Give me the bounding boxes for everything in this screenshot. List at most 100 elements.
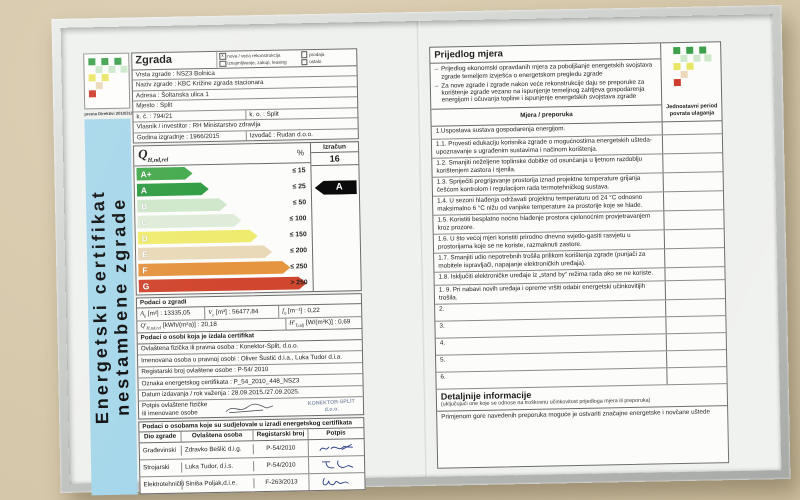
logo-square-lightgreen (692, 54, 700, 62)
logo-square-green (101, 57, 109, 66)
rating-arrow-e-icon: E (138, 245, 272, 261)
payback-cell (664, 210, 723, 229)
col-header-dio: Dio zgrade (143, 433, 177, 441)
payback-column-header: Jednostavni period povrata ulaganja (666, 103, 718, 117)
payback-cell (665, 267, 724, 280)
logo-square-yellow (672, 62, 681, 71)
payback-cell (663, 121, 722, 134)
participant-row-mechanical: Strojarski Luka Tudor, d.i.s. P-54/2010 (140, 455, 365, 478)
participant-row-electrical: Elektrotehnički Siniša Poljak,d.i.e. F-2… (140, 472, 365, 493)
certificate-sheet: prema Direktivi 2010/31/EU Energetski ce… (60, 14, 782, 496)
scale-limit: ≤ 25 (292, 183, 306, 191)
payback-cell (665, 248, 724, 267)
logo-square-peach (95, 82, 103, 90)
percent-unit: % (296, 147, 305, 158)
construction-year: Godina izgradnje : 1966/2015 (136, 132, 220, 141)
scale-limit: > 250 (290, 279, 308, 287)
checkbox-other: ostalo (301, 58, 354, 66)
scale-limit: ≤ 250 (290, 263, 308, 271)
certificate-title-line2: nestambene zgrade (108, 196, 134, 417)
right-page: Prijedlog mjera – Prijedlog ekonomski opr… (420, 14, 782, 477)
col-header-potpis: Potpis (307, 428, 364, 440)
issuer-data-table: Podaci o osobi koja je izdala certifikat… (136, 329, 365, 420)
rating-arrow-c-icon: C (137, 214, 241, 229)
volume-value: Ve [m³] : 56477,84 (204, 306, 279, 320)
dash-bullet-icon: – (434, 65, 439, 73)
payback-cell (665, 229, 724, 248)
logo-square-yellow (88, 74, 96, 82)
logo-square-lightgreen (120, 65, 128, 73)
energy-rating-logo (671, 45, 712, 90)
form-factor-value: f0 [m⁻¹] : 0,22 (278, 304, 362, 318)
logo-square-green (88, 58, 96, 66)
scale-limit: ≤ 15 (292, 167, 306, 175)
scale-row-g: G > 250 (137, 275, 313, 294)
checkbox-icon (300, 51, 308, 58)
issuer-signature (225, 403, 274, 413)
measures-table: Prijedlog mjera – Prijedlog ekonomski opr… (429, 41, 730, 469)
logo-square-green (114, 57, 122, 65)
calculation-value: 16 (311, 151, 359, 167)
scale-limit: ≤ 200 (289, 247, 308, 255)
logo-square-lightgreen (679, 54, 687, 62)
certificate-title: Energetski certifikat nestambene zgrade (88, 189, 134, 424)
company-stamp: KONEKTOR-SPLIT d.o.o. (307, 398, 355, 413)
col-header-osoba: Ovlaštena osoba (180, 430, 253, 442)
checkbox-icon: x (219, 52, 226, 60)
logo-square-lightgreen (703, 54, 711, 62)
checkbox-rent-lease: iznajmljivanje, zakup, leasing (219, 59, 299, 67)
payback-cell (663, 153, 722, 172)
rating-arrow-g-icon: G (139, 277, 307, 293)
scale-limit: ≤ 50 (292, 199, 307, 207)
logo-square-red (88, 90, 97, 98)
payback-cell (666, 316, 725, 333)
left-page: prema Direktivi 2010/31/EU Energetski ce… (61, 21, 426, 496)
area-value: Ak [m²] : 13335,05 (140, 309, 191, 319)
directive-reference: prema Direktivi 2010/31/EU (84, 110, 138, 117)
intro-bullet-2: Za nove zgrade i zgrade nakon veće rekon… (441, 78, 645, 104)
building-info-table: Zgrada x nova / veća rekonstrukcija proda… (131, 48, 359, 144)
payback-cell (664, 191, 723, 210)
logo-square-green (672, 46, 680, 55)
certificate-title-strip: Energetski certifikat nestambene zgrade (84, 118, 138, 496)
building-table-title: Zgrada (135, 53, 173, 67)
building-data-table: Podaci o zgradi Ak [m²] : 13335,05 Ve [m… (135, 293, 363, 334)
logo-square-green (685, 46, 693, 54)
scale-limit: ≤ 150 (289, 231, 307, 239)
logo-square-red (673, 78, 681, 87)
payback-cell (663, 134, 722, 153)
payback-cell (666, 299, 725, 316)
energy-rating-scale: QH,nd,rel % A+ ≤ 15 A ≤ 25 B ≤ 50 C ≤ 100 D ≤… (132, 141, 362, 296)
logo-square-yellow (101, 73, 109, 82)
details-body: Primjenom gore navedenih preporuka moguć… (441, 408, 711, 421)
logo-square-yellow (685, 62, 694, 70)
payback-cell (667, 367, 726, 384)
energy-rating-logo (83, 52, 131, 110)
rating-arrow-a-icon: A (137, 183, 209, 197)
signature (321, 460, 353, 469)
calculation-column: Izračun 16 A (309, 142, 361, 292)
measures-intro: – Prijedlog ekonomski opravdanih mjera za… (430, 59, 662, 111)
transmission-value: H'T,adj [W/(m²K)] : 0,69 (285, 317, 362, 331)
signature (318, 443, 353, 452)
rating-arrow-a-plus-icon: A+ (136, 167, 192, 181)
signature (322, 477, 349, 486)
certificate-frame: prema Direktivi 2010/31/EU Energetski ce… (51, 5, 791, 496)
checkbox-icon (219, 60, 226, 67)
col-header-broj: Registarski broj (252, 429, 308, 441)
payback-cell (667, 350, 726, 367)
logo-square-lightgreen (95, 66, 103, 74)
dash-bullet-icon: – (434, 82, 439, 90)
checkbox-sale: prodaja (300, 50, 354, 58)
q-indicator-symbol: QH,nd,rel (137, 146, 169, 164)
contractor: Izvođač : Rudan d.o.o. (245, 128, 358, 141)
participants-table: Podaci o osobama koje su sudjelovale u i… (138, 417, 366, 495)
signature-label: Potpis ovlaštene fizičke ili imenovane o… (141, 401, 208, 417)
result-grade-arrow-icon: A (315, 180, 357, 195)
payback-cell (667, 333, 726, 350)
logo-square-lightgreen (108, 65, 116, 73)
checkbox-icon (301, 58, 308, 66)
logo-square-green (698, 46, 706, 54)
rating-arrow-b-icon: B (137, 198, 227, 213)
payback-cell (666, 280, 725, 299)
